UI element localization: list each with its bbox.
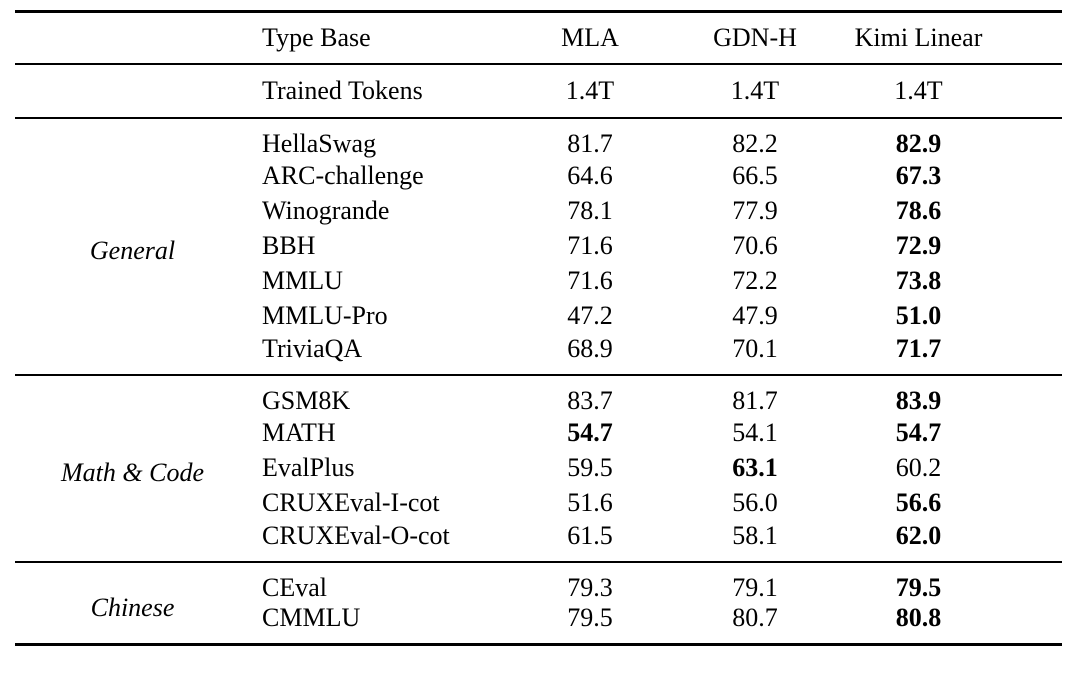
score-cell: 47.2 (567, 301, 613, 330)
score-cell: 77.9 (732, 196, 778, 225)
trained-tokens-value-kimi-linear: 1.4T (894, 75, 943, 105)
benchmark-name: Winogrande (262, 196, 390, 225)
trained-tokens-section: Trained Tokens 1.4T 1.4T 1.4T (15, 64, 1062, 118)
score-cell: 72.9 (895, 231, 942, 260)
benchmark-row: Chinese CEval 79.3 79.1 79.5 (15, 562, 1062, 622)
benchmark-table: Type Base MLA GDN-H Kimi Linear Trained … (15, 10, 1062, 646)
score-cell: 64.6 (567, 161, 613, 190)
column-header-mla: MLA (561, 22, 619, 52)
score-cell: 71.6 (567, 231, 613, 260)
score-cell: 82.9 (895, 128, 942, 158)
score-cell: 78.1 (567, 196, 613, 225)
score-cell: 59.5 (567, 453, 613, 482)
table-header: Type Base MLA GDN-H Kimi Linear (15, 12, 1062, 64)
section-chinese: Chinese CEval 79.3 79.1 79.5 CMMLU 79.5 80.7 80.… (15, 562, 1062, 645)
score-cell: 47.9 (732, 301, 778, 330)
score-cell: 81.7 (732, 385, 778, 415)
benchmark-row: BBH 71.6 70.6 72.9 (15, 229, 1062, 264)
score-cell: 79.5 (895, 572, 942, 602)
benchmark-row: CRUXEval-I-cot 51.6 56.0 56.6 (15, 486, 1062, 521)
benchmark-row: CRUXEval-O-cot 61.5 58.1 62.0 (15, 521, 1062, 562)
score-cell: 56.0 (732, 488, 778, 517)
benchmark-row: TriviaQA 68.9 70.1 71.7 (15, 334, 1062, 375)
score-cell: 83.9 (895, 385, 942, 415)
benchmark-row: MMLU-Pro 47.2 47.9 51.0 (15, 299, 1062, 334)
empty-group-cell (15, 64, 250, 118)
benchmark-row: MATH 54.7 54.1 54.7 (15, 416, 1062, 451)
score-cell: 79.1 (732, 572, 778, 602)
benchmark-name: CMMLU (262, 602, 361, 632)
benchmark-row: General HellaSwag 81.7 82.2 82.9 (15, 118, 1062, 266)
score-cell: 71.6 (567, 266, 613, 295)
benchmark-name: HellaSwag (262, 128, 377, 158)
trained-tokens-value-gdn-h: 1.4T (730, 75, 780, 105)
score-cell: 54.1 (732, 418, 778, 447)
trained-tokens-label: Trained Tokens (262, 75, 423, 105)
table-header-row: Type Base MLA GDN-H Kimi Linear (15, 12, 1062, 64)
benchmark-name: CRUXEval-I-cot (262, 488, 440, 517)
benchmark-name: ARC-challenge (262, 161, 424, 190)
benchmark-name: CEval (262, 572, 327, 602)
score-cell: 67.3 (895, 161, 942, 190)
score-cell: 58.1 (732, 520, 778, 550)
score-cell: 71.7 (895, 333, 942, 363)
benchmark-row: CMMLU 79.5 80.7 80.8 (15, 603, 1062, 645)
group-column-header (15, 12, 250, 64)
column-header-kimi-linear: Kimi Linear (854, 22, 983, 52)
column-header-type-base: Type Base (262, 22, 371, 52)
benchmark-table-container: Type Base MLA GDN-H Kimi Linear Trained … (15, 10, 1062, 646)
score-cell: 68.9 (567, 333, 613, 363)
group-label: Chinese (90, 592, 175, 622)
benchmark-row: ARC-challenge 64.6 66.5 67.3 (15, 159, 1062, 194)
group-label: Math & Code (61, 458, 204, 487)
column-header-gdn-h: GDN-H (713, 22, 797, 52)
score-cell: 62.0 (895, 520, 942, 550)
score-cell: 54.7 (895, 418, 942, 447)
score-cell: 60.2 (895, 453, 942, 482)
benchmark-name: CRUXEval-O-cot (262, 520, 450, 550)
score-cell: 63.1 (732, 453, 778, 482)
score-cell: 51.6 (567, 488, 613, 517)
score-cell: 51.0 (895, 301, 942, 330)
score-cell: 80.8 (895, 602, 942, 632)
benchmark-row: Math & Code GSM8K 83.7 81.7 83.9 (15, 375, 1062, 488)
benchmark-name: BBH (262, 231, 316, 260)
section-math-code: Math & Code GSM8K 83.7 81.7 83.9 MATH 54.7 54.1… (15, 375, 1062, 562)
trained-tokens-row: Trained Tokens 1.4T 1.4T 1.4T (15, 64, 1062, 118)
score-cell: 66.5 (732, 161, 778, 190)
benchmark-name: MMLU (262, 266, 343, 295)
score-cell: 54.7 (567, 418, 613, 447)
score-cell: 83.7 (567, 385, 613, 415)
score-cell: 78.6 (895, 196, 942, 225)
section-general: General HellaSwag 81.7 82.2 82.9 ARC-challeng… (15, 118, 1062, 375)
score-cell: 80.7 (732, 602, 778, 632)
benchmark-name: MMLU-Pro (262, 301, 388, 330)
group-label: General (89, 236, 176, 265)
benchmark-row: MMLU 71.6 72.2 73.8 (15, 264, 1062, 299)
score-cell: 81.7 (567, 128, 613, 158)
benchmark-name: MATH (262, 418, 336, 447)
score-cell: 56.6 (895, 488, 942, 517)
score-cell: 70.6 (732, 231, 778, 260)
benchmark-name: EvalPlus (262, 453, 355, 482)
score-cell: 61.5 (567, 520, 613, 550)
score-cell: 73.8 (895, 266, 942, 295)
benchmark-name: GSM8K (262, 385, 351, 415)
benchmark-row: EvalPlus 59.5 63.1 60.2 (15, 451, 1062, 486)
score-cell: 70.1 (732, 333, 778, 363)
trained-tokens-value-mla: 1.4T (565, 75, 615, 105)
score-cell: 72.2 (732, 266, 778, 295)
benchmark-name: TriviaQA (262, 333, 363, 363)
score-cell: 79.3 (567, 572, 613, 602)
score-cell: 82.2 (732, 128, 778, 158)
benchmark-row: Winogrande 78.1 77.9 78.6 (15, 194, 1062, 229)
score-cell: 79.5 (567, 602, 613, 632)
